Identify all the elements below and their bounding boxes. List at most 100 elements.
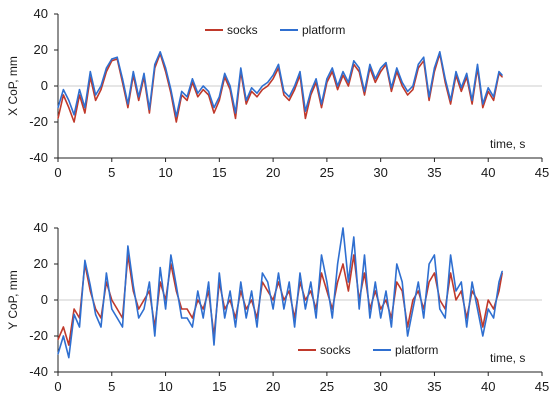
data-point-platform	[476, 63, 479, 65]
x-tick-label: 10	[158, 379, 172, 394]
data-point-platform	[132, 285, 134, 287]
data-point-platform	[374, 78, 376, 80]
data-point-socks	[337, 89, 339, 91]
data-point-platform	[412, 308, 414, 310]
data-point-platform	[294, 85, 296, 87]
data-point-platform	[460, 87, 462, 89]
data-point-socks	[272, 78, 274, 80]
x-tick-label: 45	[535, 379, 549, 394]
data-point-platform	[277, 272, 280, 274]
data-point-platform	[62, 89, 64, 91]
data-point-platform	[320, 254, 323, 256]
data-point-socks	[337, 281, 339, 283]
data-point-socks	[455, 299, 457, 301]
data-point-platform	[240, 281, 242, 283]
data-point-platform	[396, 263, 398, 265]
data-point-platform	[369, 63, 371, 65]
data-point-socks	[363, 272, 366, 274]
data-point-platform	[73, 114, 75, 116]
data-point-socks	[218, 99, 220, 101]
data-point-platform	[261, 272, 263, 274]
y-tick-label: 40	[34, 6, 48, 21]
data-point-platform	[84, 259, 86, 261]
data-point-platform	[73, 313, 75, 315]
data-point-platform	[256, 326, 258, 328]
data-point-socks	[450, 272, 452, 274]
x-tick-label: 15	[212, 379, 226, 394]
data-point-platform	[229, 85, 231, 87]
data-point-platform	[460, 281, 462, 283]
data-point-platform	[412, 85, 414, 87]
x-tick-label: 10	[158, 165, 172, 180]
data-point-platform	[159, 267, 161, 269]
data-point-platform	[267, 281, 269, 283]
data-point-socks	[482, 107, 484, 109]
data-point-socks	[256, 96, 258, 98]
data-point-platform	[433, 254, 435, 256]
data-point-platform	[213, 107, 215, 109]
data-point-socks	[385, 299, 387, 301]
data-point-socks	[116, 308, 118, 310]
data-point-socks	[95, 99, 97, 101]
data-point-platform	[455, 71, 457, 73]
data-point-platform	[385, 290, 387, 292]
y-axis-title: Y CoP, mm	[6, 270, 20, 330]
data-point-socks	[245, 103, 247, 105]
data-point-platform	[143, 72, 145, 74]
data-point-platform	[89, 285, 91, 287]
data-point-platform	[401, 81, 403, 83]
data-point-socks	[68, 107, 70, 109]
data-point-platform	[202, 317, 204, 319]
data-point-socks	[347, 85, 349, 87]
data-point-socks	[304, 299, 306, 301]
data-point-platform	[390, 87, 392, 89]
data-point-platform	[288, 96, 290, 98]
data-point-socks	[73, 308, 75, 310]
data-point-socks	[363, 94, 366, 96]
data-point-platform	[310, 90, 312, 92]
data-point-socks	[450, 103, 452, 105]
data-point-platform	[385, 62, 387, 64]
data-point-platform	[487, 87, 489, 89]
data-point-socks	[353, 254, 355, 256]
data-point-platform	[138, 96, 140, 98]
data-point-platform	[191, 326, 193, 328]
data-point-platform	[428, 263, 430, 265]
data-point-platform	[299, 71, 301, 73]
data-point-platform	[138, 317, 140, 319]
data-point-platform	[423, 56, 425, 58]
data-point-socks	[412, 299, 414, 301]
data-point-platform	[148, 281, 150, 283]
data-point-socks	[143, 299, 145, 301]
data-point-socks	[283, 94, 285, 96]
data-point-platform	[78, 89, 81, 91]
legend-label-platform: platform	[395, 343, 438, 357]
data-point-socks	[501, 76, 503, 78]
data-point-socks	[460, 90, 462, 92]
data-point-socks	[294, 89, 296, 91]
data-point-socks	[57, 117, 59, 119]
legend-label-socks: socks	[320, 343, 351, 357]
data-point-platform	[428, 96, 430, 98]
data-point-socks	[374, 81, 376, 83]
data-point-platform	[181, 90, 183, 92]
data-point-platform	[170, 89, 172, 91]
data-point-platform	[283, 90, 285, 92]
data-point-socks	[412, 89, 414, 91]
data-point-platform	[482, 335, 484, 337]
data-point-socks	[476, 299, 479, 301]
legend-label-platform: platform	[302, 23, 345, 37]
data-point-socks	[73, 121, 75, 123]
data-point-socks	[401, 85, 403, 87]
data-point-socks	[326, 290, 328, 292]
data-point-socks	[482, 326, 484, 328]
data-point-platform	[466, 72, 468, 74]
data-point-platform	[191, 78, 193, 80]
data-point-platform	[450, 99, 452, 101]
data-point-platform	[342, 71, 344, 73]
data-point-platform	[240, 67, 242, 69]
data-point-platform	[326, 281, 328, 283]
data-point-socks	[159, 281, 161, 283]
data-point-platform	[487, 308, 489, 310]
